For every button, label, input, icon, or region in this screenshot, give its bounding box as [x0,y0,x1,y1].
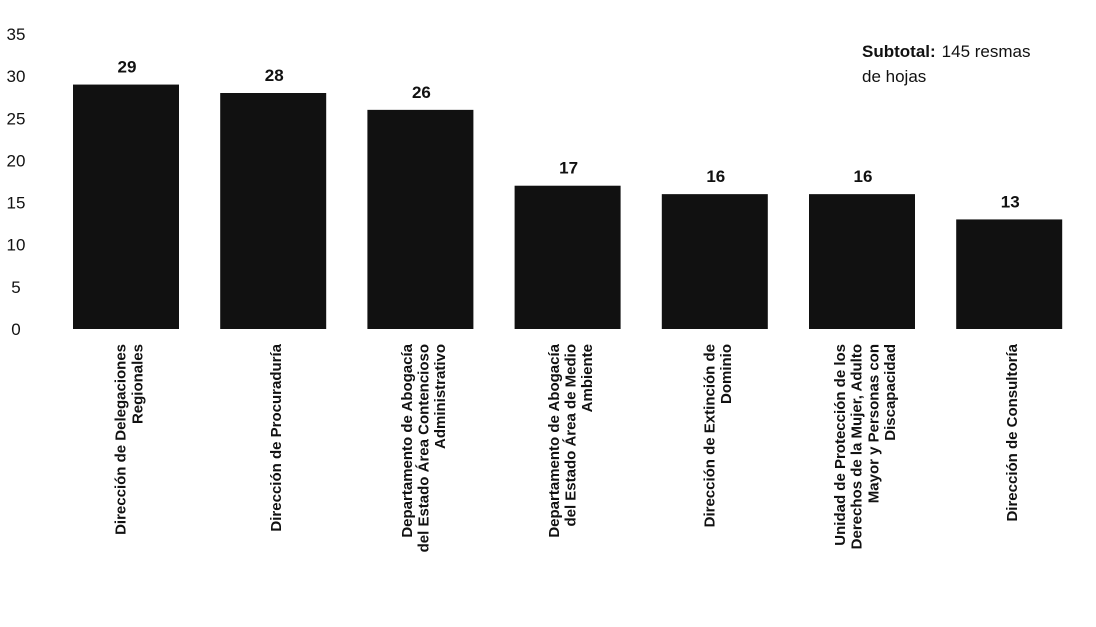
y-tick-label: 0 [11,320,20,339]
data-labels: 29 28 26 17 16 16 13 [118,58,1020,212]
category-label-line: Regionales [129,344,146,424]
category-label-line: Discapacidad [882,344,899,441]
data-label: 16 [854,167,873,186]
category-label-line: Ambiente [579,344,596,412]
category-label: Dirección de Extinción deDominio [702,344,736,527]
category-label: Departamento de Abogacíadel Estado Área … [546,343,596,537]
data-label: 16 [706,167,725,186]
category-label-line: Dirección de Extinción de [702,344,719,527]
category-label-line: Unidad de Protección de los [832,344,849,546]
y-tick-label: 30 [7,67,26,86]
y-tick-label: 20 [7,151,26,170]
y-tick-label: 10 [7,236,26,255]
subtotal-unit: de hojas [862,67,926,86]
category-label-line: Dirección de Procuraduría [268,343,285,531]
bar [514,185,621,329]
subtotal-label: Subtotal: [862,42,936,61]
data-label: 29 [118,58,137,77]
bar [73,84,179,329]
bar [661,194,768,329]
bar [220,93,327,329]
subtotal-annotation: Subtotal: 145 resmas [862,42,1030,61]
category-label-line: del Estado Área Contencioso [415,344,432,552]
y-tick-label: 35 [7,25,26,44]
y-axis-ticks: 0 5 10 15 20 25 30 35 [7,25,26,339]
category-labels: Dirección de DelegacionesRegionales Direc… [113,343,1022,552]
category-label-line: Dominio [718,344,735,404]
data-label: 28 [265,66,284,85]
category-label-line: Departamento de Abogacía [399,343,416,537]
category-label-line: Administrativo [432,344,449,449]
y-tick-label: 25 [7,109,26,128]
category-label: Dirección de DelegacionesRegionales [113,344,147,535]
bars [73,84,1063,329]
category-label: Dirección de Consultoría [1004,343,1021,521]
subtotal-value: 145 resmas [942,42,1031,61]
data-label: 13 [1001,192,1020,211]
category-label: Dirección de Procuraduría [268,343,285,531]
category-label-line: Derechos de la Mujer, Adulto [849,344,866,549]
category-label-line: Dirección de Consultoría [1004,343,1021,521]
category-label-line: Departamento de Abogacía [546,343,563,537]
bar [367,109,474,329]
category-label: Departamento de Abogacíadel Estado Área … [399,343,449,552]
data-label: 17 [559,159,578,178]
category-label-line: del Estado Área de Medio [563,344,580,527]
category-label: Unidad de Protección de losDerechos de l… [832,344,899,549]
data-label: 26 [412,83,431,102]
bar [956,219,1063,329]
bar [809,194,915,329]
y-tick-label: 5 [11,278,20,297]
category-label-line: Mayor y Personas con [865,344,882,503]
y-tick-label: 15 [7,194,26,213]
category-label-line: Dirección de Delegaciones [113,344,130,535]
